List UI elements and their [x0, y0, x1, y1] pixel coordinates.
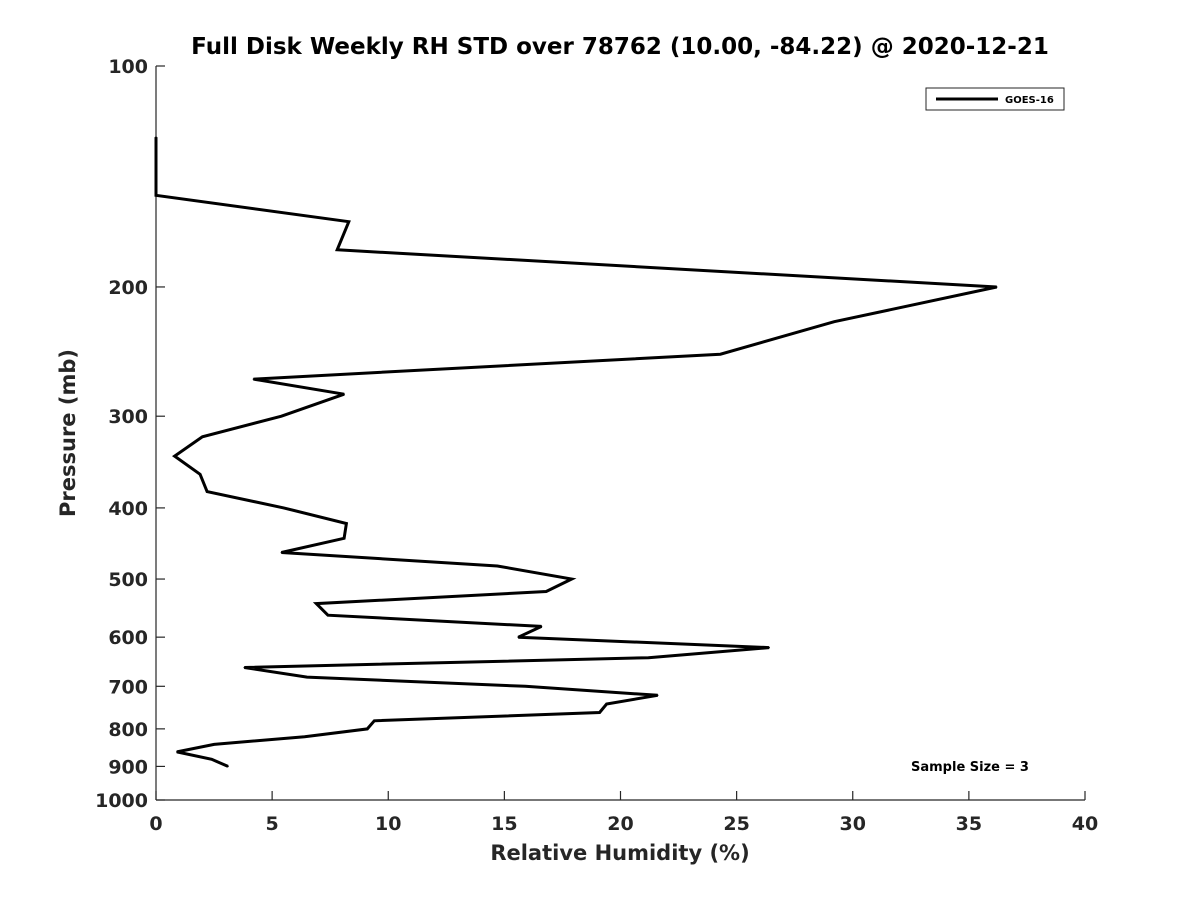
x-tick-label: 25: [723, 813, 749, 835]
x-tick-label: 10: [375, 813, 401, 835]
x-tick-label: 40: [1072, 813, 1098, 835]
sample-size-annotation: Sample Size = 3: [911, 760, 1029, 775]
data-point: [306, 676, 308, 678]
data-point: [517, 636, 520, 638]
data-point: [605, 703, 608, 705]
data-point: [155, 194, 157, 197]
data-point: [303, 735, 306, 738]
chart-title: Full Disk Weekly RH STD over 78762 (10.0…: [191, 34, 1049, 60]
x-tick-label: 35: [956, 813, 982, 835]
y-tick-label: 300: [108, 406, 148, 428]
data-point: [336, 249, 339, 251]
data-point: [206, 490, 208, 493]
x-axis-ticks: 0 5 10 15 20 25 30 35 40: [149, 791, 1098, 835]
x-tick-label: 30: [840, 813, 866, 835]
series-points-goes-16: [155, 136, 998, 768]
data-point: [155, 136, 157, 138]
data-point: [252, 378, 255, 380]
data-point: [213, 743, 215, 746]
legend-label-goes-16: GOES-16: [1005, 95, 1054, 106]
x-tick-label: 0: [149, 813, 162, 835]
data-point: [315, 602, 318, 605]
y-tick-label: 1000: [95, 790, 148, 812]
data-point: [656, 694, 659, 697]
data-point: [540, 625, 543, 628]
data-point: [598, 711, 601, 714]
x-tick-label: 20: [607, 813, 633, 835]
y-tick-label: 200: [108, 277, 148, 299]
series-line-goes-16: [154, 137, 998, 768]
data-point: [719, 353, 722, 356]
y-tick-label: 800: [108, 719, 148, 741]
data-point: [176, 751, 178, 753]
data-point: [545, 590, 547, 593]
data-point: [243, 666, 246, 669]
data-point: [647, 656, 650, 659]
data-point: [496, 565, 499, 567]
data-point: [327, 614, 329, 616]
y-axis-ticks: 100 200 300 400 500 600 700 800 900 1000: [95, 56, 165, 812]
data-point: [995, 286, 998, 288]
data-point: [366, 728, 369, 730]
data-point: [348, 220, 350, 223]
y-axis-label: Pressure (mb): [56, 349, 80, 517]
data-point: [768, 646, 770, 649]
data-point: [833, 320, 835, 323]
data-point: [280, 415, 283, 418]
data-point: [201, 436, 204, 438]
data-point: [524, 685, 527, 688]
x-tick-label: 5: [266, 813, 279, 835]
legend: GOES-16: [925, 87, 1065, 111]
y-tick-label: 400: [108, 498, 148, 520]
x-axis-label: Relative Humidity (%): [490, 841, 749, 865]
y-tick-label: 700: [108, 676, 148, 698]
data-point: [570, 578, 573, 580]
data-point: [280, 551, 283, 554]
x-tick-label: 15: [491, 813, 517, 835]
y-tick-label: 500: [108, 569, 148, 591]
data-point: [343, 537, 345, 540]
data-point: [343, 393, 345, 396]
data-point: [173, 455, 176, 457]
y-tick-label: 900: [108, 756, 148, 778]
data-point: [210, 758, 213, 761]
data-point: [227, 765, 229, 768]
data-point: [199, 473, 201, 476]
y-tick-label: 600: [108, 627, 148, 649]
data-point: [373, 720, 376, 722]
data-point: [345, 522, 348, 525]
y-tick-label: 100: [108, 56, 148, 78]
data-point: [282, 507, 285, 509]
